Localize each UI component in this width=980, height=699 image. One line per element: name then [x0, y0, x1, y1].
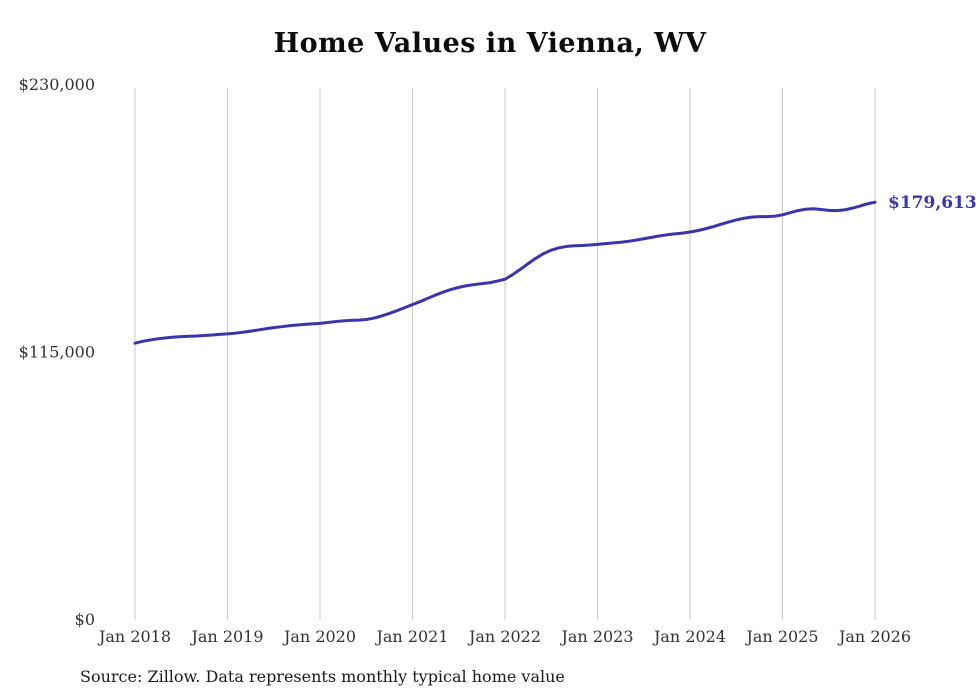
- source-note: Source: Zillow. Data represents monthly …: [80, 667, 565, 686]
- chart-title: Home Values in Vienna, WV: [273, 28, 707, 59]
- x-tick-label: Jan 2025: [744, 627, 818, 646]
- y-tick-label: $230,000: [19, 75, 95, 94]
- x-tick-label: Jan 2023: [559, 627, 633, 646]
- x-tick-label: Jan 2022: [467, 627, 541, 646]
- y-tick-label: $0: [75, 610, 95, 629]
- x-tick-label: Jan 2018: [97, 627, 171, 646]
- end-value-label: $179,613: [888, 193, 977, 213]
- y-tick-label: $115,000: [19, 343, 95, 362]
- x-tick-label: Jan 2026: [837, 627, 911, 646]
- value-line: [133, 200, 877, 345]
- x-tick-label: Jan 2024: [652, 627, 726, 646]
- x-tick-label: Jan 2020: [282, 627, 356, 646]
- x-tick-label: Jan 2019: [189, 627, 263, 646]
- x-tick-label: Jan 2021: [374, 627, 448, 646]
